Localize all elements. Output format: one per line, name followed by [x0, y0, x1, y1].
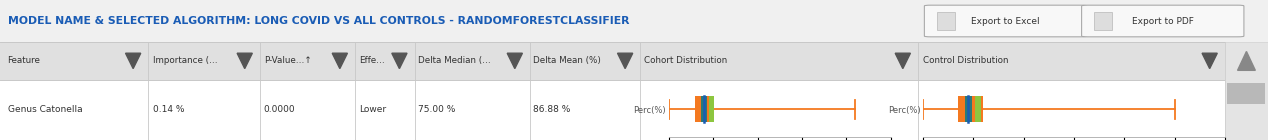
Text: Lower: Lower	[359, 105, 385, 114]
Text: Delta Mean (%): Delta Mean (%)	[533, 56, 601, 65]
Bar	[701, 96, 708, 122]
Polygon shape	[332, 53, 347, 69]
Text: Export to PDF: Export to PDF	[1132, 17, 1193, 25]
Bar	[0, 80, 1225, 140]
Polygon shape	[618, 53, 633, 69]
Bar	[0, 0, 1268, 42]
Text: MODEL NAME & SELECTED ALGORITHM: LONG COVID VS ALL CONTROLS - RANDOMFORESTCLASSI: MODEL NAME & SELECTED ALGORITHM: LONG CO…	[8, 16, 629, 26]
Polygon shape	[1238, 52, 1255, 70]
Bar	[959, 96, 984, 122]
Text: Importance (…: Importance (…	[153, 56, 218, 65]
Polygon shape	[507, 53, 522, 69]
Text: 0.14 %: 0.14 %	[153, 105, 185, 114]
Polygon shape	[1202, 53, 1217, 69]
FancyBboxPatch shape	[924, 5, 1087, 37]
Bar	[0, 42, 1225, 80]
Text: 0.0000: 0.0000	[264, 105, 295, 114]
Text: P-Value…↑: P-Value…↑	[264, 56, 312, 65]
Bar	[937, 12, 955, 30]
FancyBboxPatch shape	[1082, 5, 1244, 37]
Polygon shape	[392, 53, 407, 69]
Text: Control Distribution: Control Distribution	[923, 56, 1008, 65]
Bar	[965, 96, 973, 122]
Text: 75.00 %: 75.00 %	[418, 105, 455, 114]
Text: 86.88 %: 86.88 %	[533, 105, 569, 114]
Text: Genus Catonella: Genus Catonella	[8, 105, 82, 114]
Bar	[1227, 83, 1265, 104]
Bar	[1094, 12, 1112, 30]
Text: Effe…: Effe…	[359, 56, 384, 65]
Bar	[1225, 42, 1268, 140]
Bar	[695, 96, 713, 122]
Text: Export to Excel: Export to Excel	[971, 17, 1040, 25]
Polygon shape	[895, 53, 910, 69]
Text: Feature: Feature	[8, 56, 41, 65]
Polygon shape	[237, 53, 252, 69]
Polygon shape	[126, 53, 141, 69]
Text: Cohort Distribution: Cohort Distribution	[644, 56, 728, 65]
Text: Delta Median (…: Delta Median (…	[418, 56, 491, 65]
Bar	[709, 96, 714, 122]
Bar	[975, 96, 981, 122]
